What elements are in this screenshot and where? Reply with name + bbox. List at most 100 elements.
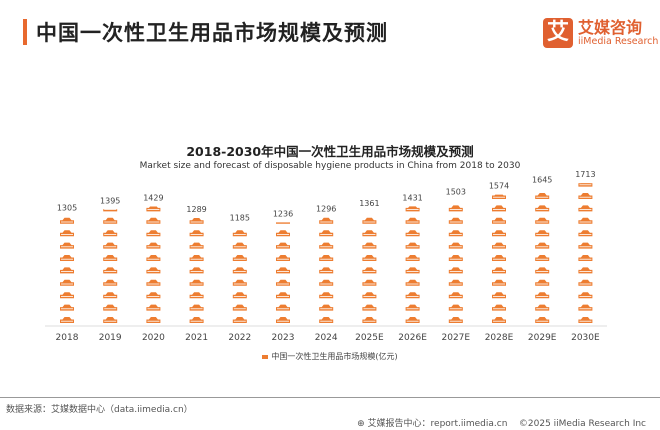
- product-icon: [578, 193, 593, 199]
- product-icon: [189, 304, 204, 311]
- logo: 艾 艾媒咨询 iiMedia Research: [543, 18, 658, 48]
- product-icon: [146, 267, 161, 274]
- product-icon: [146, 292, 161, 299]
- product-icon: [103, 217, 118, 224]
- x-tick-label: 2025E: [355, 333, 384, 343]
- product-icon: [535, 304, 550, 311]
- data-label: 1429: [143, 194, 163, 203]
- product-icon: [189, 255, 204, 261]
- product-icon: [276, 279, 290, 286]
- product-icon: [146, 217, 161, 224]
- product-icon: [405, 279, 420, 286]
- product-icon: [232, 267, 247, 274]
- logo-mark: 艾: [543, 18, 573, 48]
- product-icon: [535, 317, 550, 323]
- product-icon: [60, 279, 74, 286]
- product-icon: [405, 206, 420, 212]
- product-icon: [578, 183, 593, 187]
- product-icon: [405, 242, 420, 249]
- product-icon: [146, 279, 161, 286]
- product-icon: [448, 304, 463, 311]
- data-label: 1296: [316, 204, 336, 213]
- product-icon: [492, 267, 506, 274]
- product-icon: [362, 292, 377, 299]
- chart-subtitle: Market size and forecast of disposable h…: [139, 161, 521, 171]
- product-icon: [448, 267, 463, 274]
- product-icon: [103, 230, 118, 237]
- footer-divider: [0, 397, 660, 398]
- product-icon: [448, 292, 463, 299]
- product-icon: [319, 317, 334, 323]
- x-tick-label: 2029E: [528, 333, 557, 343]
- report-link[interactable]: 艾媒报告中心：report.iimedia.cn: [367, 419, 508, 429]
- product-icon: [232, 255, 247, 261]
- product-icon: [276, 230, 290, 237]
- product-icon: [578, 242, 593, 249]
- product-icon: [319, 255, 334, 261]
- logo-en: iiMedia Research: [578, 36, 659, 47]
- product-icon: [319, 242, 334, 249]
- product-icon: [492, 230, 506, 237]
- product-icon: [276, 317, 290, 323]
- bar-2025E: [362, 217, 377, 323]
- product-icon: [146, 230, 161, 237]
- product-icon: [492, 217, 506, 224]
- product-icon: [60, 242, 74, 249]
- product-icon: [319, 230, 334, 237]
- footer-right: ⊕ 艾媒报告中心：report.iimedia.cn ©2025 iiMedia…: [357, 416, 646, 429]
- product-icon: [362, 279, 377, 286]
- product-icon: [535, 292, 550, 299]
- product-icon: [232, 279, 247, 286]
- x-tick-label: 2030E: [571, 333, 600, 343]
- product-icon: [276, 304, 290, 311]
- product-icon: [319, 279, 334, 286]
- product-icon: [362, 255, 377, 261]
- data-label: 1395: [100, 196, 120, 205]
- x-tick-label: 2028E: [485, 333, 514, 343]
- product-icon: [189, 292, 204, 299]
- product-icon: [189, 267, 204, 274]
- product-icon: [103, 292, 118, 299]
- product-icon: [448, 279, 463, 286]
- product-icon: [146, 242, 161, 249]
- x-tick-label: 2018: [56, 333, 79, 343]
- product-icon: [362, 317, 377, 323]
- product-icon: [448, 230, 463, 237]
- product-icon: [492, 304, 506, 311]
- product-icon: [276, 242, 290, 249]
- product-icon: [189, 317, 204, 323]
- bar-2023: [276, 222, 290, 323]
- product-icon: [60, 292, 74, 299]
- product-icon: [448, 242, 463, 249]
- product-icon: [319, 304, 334, 311]
- x-tick-label: 2023: [272, 333, 295, 343]
- product-icon: [578, 255, 593, 261]
- bar-2027E: [448, 205, 463, 323]
- x-tick-label: 2022: [228, 333, 251, 343]
- x-tick-label: 2020: [142, 333, 165, 343]
- product-icon: [578, 230, 593, 237]
- product-icon: [232, 242, 247, 249]
- bar-2022: [232, 230, 247, 323]
- product-icon: [319, 217, 334, 224]
- bar-2030E: [578, 183, 593, 323]
- product-icon: [103, 267, 118, 274]
- product-icon: [405, 317, 420, 323]
- bar-2020: [146, 206, 161, 323]
- product-icon: [405, 255, 420, 261]
- product-icon: [362, 217, 377, 224]
- bar-2028E: [492, 194, 506, 323]
- logo-cn: 艾媒咨询: [578, 18, 643, 37]
- product-icon: [103, 242, 118, 249]
- data-label: 1645: [532, 176, 552, 185]
- product-icon: [362, 230, 377, 237]
- chart: 1305 2018 1395 2019 1429 2020 1289 2021 1185 2022…: [45, 170, 607, 343]
- product-icon: [103, 209, 118, 212]
- product-icon: [535, 193, 550, 199]
- product-icon: [578, 317, 593, 323]
- data-label: 1185: [230, 214, 250, 223]
- legend-label: 中国一次性卫生用品市场规模(亿元): [271, 352, 398, 361]
- x-tick-label: 2027E: [442, 333, 471, 343]
- legend-swatch: [262, 354, 269, 359]
- product-icon: [60, 267, 74, 274]
